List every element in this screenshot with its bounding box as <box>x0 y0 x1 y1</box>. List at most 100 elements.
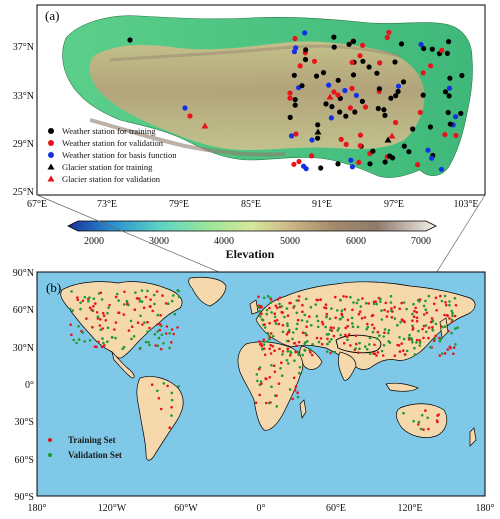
validation-set-marker <box>402 411 405 415</box>
lat-tick-60n: 60°N <box>13 305 34 316</box>
weather-basis-marker <box>425 147 431 153</box>
validation-set-marker <box>262 343 266 346</box>
glacier-training-marker <box>314 128 322 135</box>
validation-set-marker <box>325 315 328 318</box>
training-set-marker <box>277 322 281 326</box>
training-set-marker <box>94 302 97 305</box>
weather-validation-marker <box>377 60 383 66</box>
validation-set-marker <box>258 366 262 369</box>
training-set-marker <box>98 324 102 327</box>
colorbar-tick-2000: 2000 <box>84 236 104 247</box>
glacier-validation-marker <box>388 132 396 139</box>
weather-training-marker <box>447 121 453 127</box>
training-set-marker <box>142 306 146 310</box>
weather-training-marker <box>320 70 327 76</box>
training-set-marker <box>393 305 396 309</box>
training-set-marker <box>278 296 282 300</box>
weather-training-marker <box>291 72 297 78</box>
validation-set-marker <box>316 325 320 329</box>
legend-marker-training-set <box>48 438 52 442</box>
training-set-marker <box>99 318 102 321</box>
validation-set-marker <box>278 302 281 306</box>
validation-set-marker <box>261 318 265 322</box>
weather-basis-marker <box>182 105 188 111</box>
validation-set-marker <box>259 380 263 383</box>
lat-tick-37n: 37°N <box>13 42 34 53</box>
validation-set-marker <box>288 328 291 332</box>
validation-set-marker <box>325 350 329 353</box>
training-set-marker <box>397 344 401 347</box>
training-set-marker <box>297 299 300 302</box>
colorbar-tick-5000: 5000 <box>280 236 300 247</box>
weather-training-marker <box>313 73 320 79</box>
validation-set-marker <box>270 385 273 389</box>
validation-set-marker <box>114 336 117 340</box>
colorbar-tick-4000: 4000 <box>214 236 234 247</box>
validation-set-marker <box>148 343 151 347</box>
validation-set-marker <box>177 289 180 293</box>
validation-set-marker <box>300 319 304 322</box>
validation-set-marker <box>450 309 454 313</box>
training-set-marker <box>344 326 348 330</box>
weather-validation-marker <box>287 90 293 96</box>
training-set-marker <box>447 329 450 333</box>
training-set-marker <box>344 333 347 337</box>
training-set-marker <box>398 307 402 311</box>
validation-set-marker <box>303 313 307 317</box>
validation-set-marker <box>380 318 384 321</box>
training-set-marker <box>445 314 449 317</box>
validation-set-marker <box>309 305 313 309</box>
validation-set-marker <box>440 352 444 355</box>
validation-set-marker <box>116 292 119 296</box>
validation-set-marker <box>351 322 354 325</box>
training-set-marker <box>286 347 290 351</box>
weather-validation-marker <box>287 95 293 101</box>
training-set-marker <box>403 320 406 324</box>
validation-set-marker <box>402 337 406 341</box>
validation-set-marker <box>83 295 87 299</box>
validation-set-marker <box>424 308 428 312</box>
panel-a-lat-axis: 37°N 33°N 29°N 25°N <box>13 42 34 198</box>
weather-training-marker <box>331 44 337 50</box>
validation-set-marker <box>88 296 91 299</box>
validation-set-marker <box>380 309 383 312</box>
training-set-marker <box>155 290 159 293</box>
glacier-training-marker <box>384 136 392 143</box>
training-set-marker <box>332 326 335 330</box>
training-set-marker <box>320 342 324 346</box>
validation-set-marker <box>308 348 312 351</box>
training-set-marker <box>453 314 457 318</box>
validation-set-marker <box>286 339 289 343</box>
training-set-marker <box>159 314 162 317</box>
validation-set-marker <box>330 307 333 310</box>
training-set-marker <box>254 401 258 405</box>
training-set-marker <box>301 331 305 335</box>
training-set-marker <box>88 306 92 310</box>
training-set-marker <box>93 345 97 349</box>
validation-set-marker <box>368 336 372 340</box>
training-set-marker <box>95 311 99 314</box>
validation-set-marker <box>418 341 422 344</box>
training-set-marker <box>309 351 312 354</box>
validation-set-marker <box>156 344 160 348</box>
training-set-marker <box>329 326 333 329</box>
validation-set-marker <box>288 388 292 391</box>
validation-set-marker <box>448 300 451 303</box>
training-set-marker <box>324 306 328 310</box>
panel-b-label: (b) <box>46 280 61 295</box>
validation-set-marker <box>443 325 447 329</box>
weather-training-marker <box>393 93 399 99</box>
training-set-marker <box>260 382 263 386</box>
validation-set-marker <box>281 353 284 356</box>
validation-set-marker <box>337 327 341 330</box>
training-set-marker <box>412 315 416 319</box>
training-set-marker <box>258 393 262 397</box>
training-set-marker <box>315 298 319 302</box>
panel-a-lon-axis: 67°E 73°E 79°E 85°E 91°E 97°E 103°E <box>27 199 479 210</box>
validation-set-marker <box>456 326 459 330</box>
training-set-marker <box>158 328 162 332</box>
training-set-marker <box>400 318 404 322</box>
weather-validation-marker <box>293 131 299 137</box>
validation-set-marker <box>296 350 300 354</box>
